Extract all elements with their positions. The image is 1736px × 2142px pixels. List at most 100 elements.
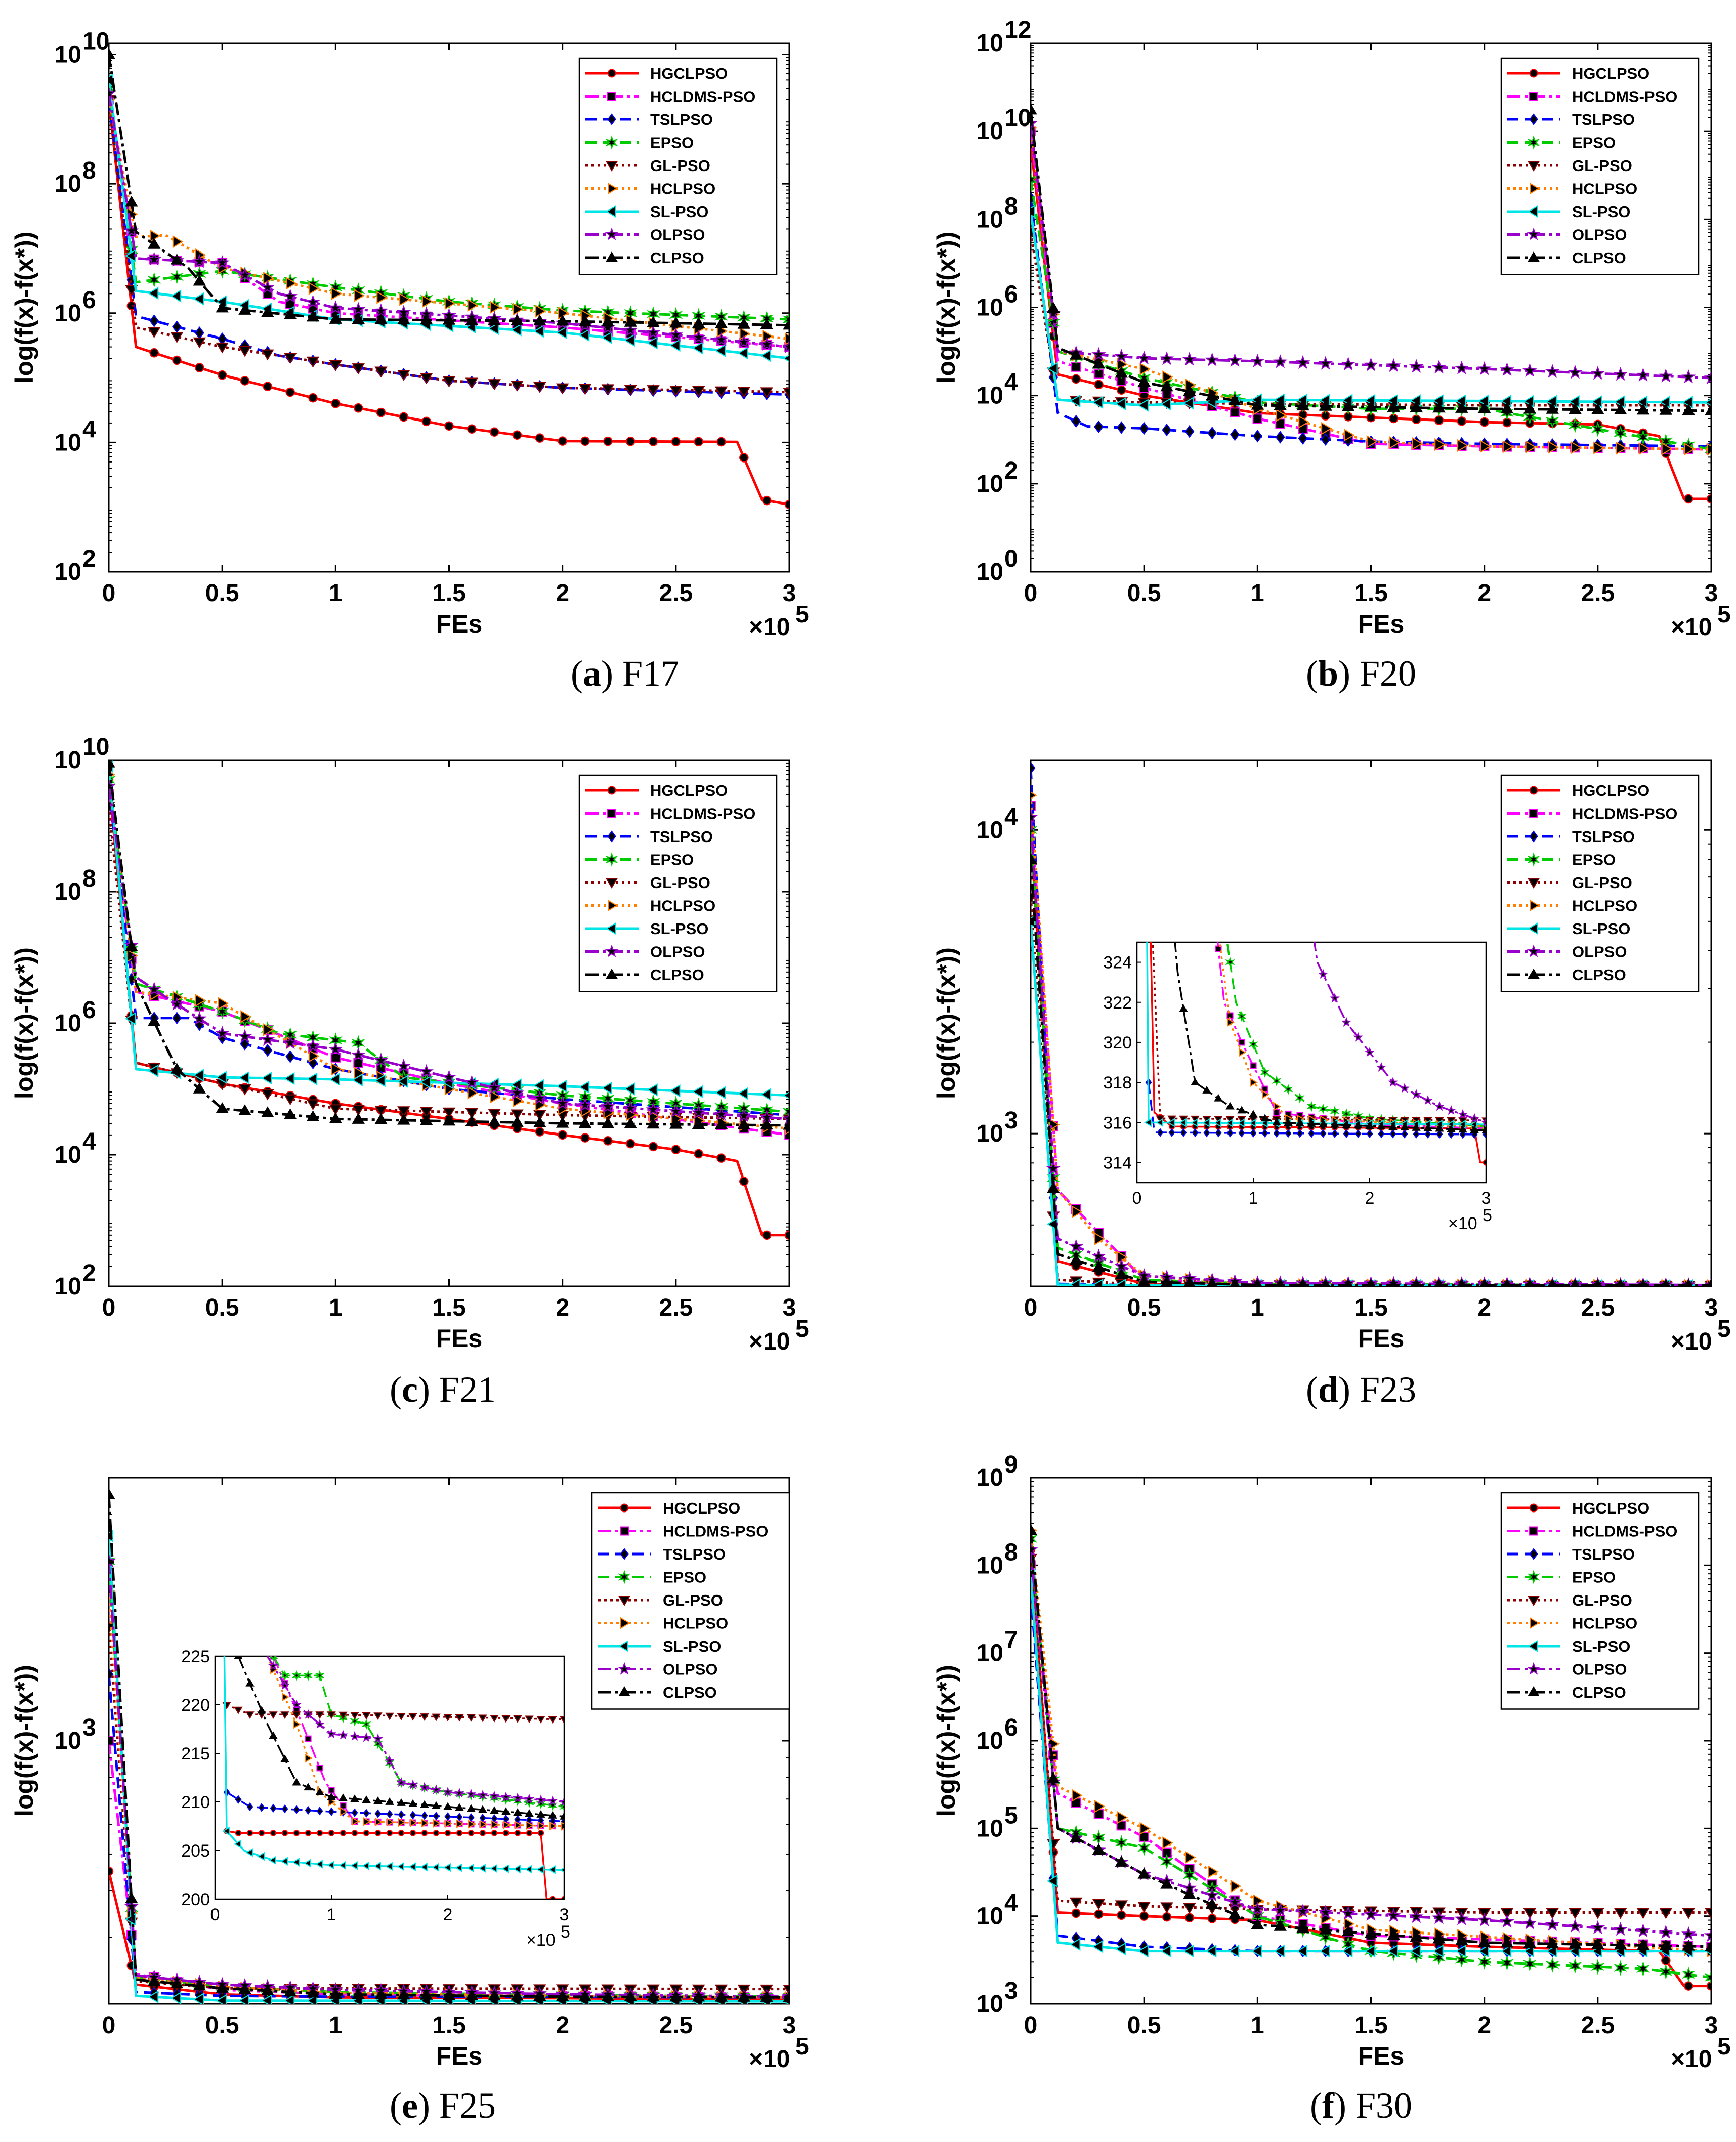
series-marker-sl-pso bbox=[147, 1990, 159, 2003]
series-marker-hgclpso bbox=[467, 424, 477, 434]
y-tick-exponent: 6 bbox=[82, 287, 96, 314]
series-marker-gl-pso bbox=[350, 1712, 359, 1720]
series-marker-gl-pso bbox=[238, 1084, 251, 1096]
series-marker-olpso bbox=[1613, 366, 1628, 381]
legend-marker-hgclpso bbox=[607, 786, 616, 795]
series-marker-tslpso bbox=[421, 1811, 428, 1820]
series-marker-clpso bbox=[352, 313, 365, 324]
series-marker-hcldms-pso bbox=[1230, 407, 1240, 417]
series-marker-gl-pso bbox=[443, 1714, 452, 1721]
legend-entry-tslpso: TSLPSO bbox=[1572, 1545, 1635, 1563]
series-marker-olpso bbox=[555, 1096, 570, 1110]
x-tick-label: 3 bbox=[1705, 580, 1718, 607]
series-marker-clpso bbox=[737, 318, 751, 329]
legend-marker-sl-pso bbox=[1528, 1640, 1538, 1652]
series-marker-clpso bbox=[1137, 1867, 1151, 1879]
panel-caption-letter: f bbox=[1322, 2085, 1335, 2126]
series-marker-olpso bbox=[431, 1784, 442, 1794]
series-marker-clpso bbox=[647, 1990, 660, 2002]
series-marker-olpso bbox=[1273, 1903, 1288, 1917]
y-tick-exponent: 6 bbox=[82, 997, 96, 1024]
x-tick-label: 0 bbox=[1024, 580, 1038, 607]
series-marker-clpso bbox=[1636, 1939, 1650, 1950]
x-axis-multiplier: ×10 bbox=[749, 2046, 790, 2073]
series-marker-hgclpso bbox=[625, 437, 636, 446]
series-marker-epso bbox=[1115, 1835, 1128, 1851]
series-marker-clpso bbox=[257, 1706, 266, 1714]
series-marker-olpso bbox=[1477, 1912, 1492, 1926]
y-tick-label: 10 bbox=[977, 1728, 1003, 1754]
series-marker-sl-pso bbox=[352, 1073, 363, 1087]
legend-entry-tslpso: TSLPSO bbox=[1572, 111, 1635, 129]
y-tick-exponent: 3 bbox=[1004, 1978, 1018, 2004]
legend-marker-clpso bbox=[606, 969, 618, 979]
legend-entry-hclpso: HCLPSO bbox=[650, 180, 715, 198]
legend-entry-epso: EPSO bbox=[1572, 851, 1616, 869]
series-marker-clpso bbox=[329, 1112, 343, 1123]
series-marker-hgclpso bbox=[512, 430, 522, 440]
x-tick-label: 2 bbox=[1477, 580, 1491, 607]
series-marker-olpso bbox=[464, 1075, 479, 1089]
legend-marker-tslpso bbox=[607, 830, 616, 843]
legend-entry-sl-pso: SL-PSO bbox=[1572, 1637, 1630, 1655]
inset-y-tick-label: 318 bbox=[1103, 1073, 1132, 1093]
series-marker-gl-pso bbox=[647, 385, 660, 396]
series-marker-hclpso bbox=[762, 329, 774, 343]
series-marker-gl-pso bbox=[692, 386, 705, 397]
series-marker-clpso bbox=[1307, 1119, 1316, 1127]
series-marker-clpso bbox=[245, 1678, 255, 1687]
series-marker-gl-pso bbox=[147, 327, 161, 339]
legend-entry-sl-pso: SL-PSO bbox=[663, 1637, 721, 1655]
series-marker-epso bbox=[268, 1656, 278, 1662]
series-marker-clpso bbox=[1160, 1877, 1173, 1889]
series-marker-clpso bbox=[556, 1116, 569, 1128]
series-marker-hcldms-pso bbox=[1139, 1832, 1149, 1842]
x-tick-label: 3 bbox=[1705, 2012, 1718, 2039]
series-marker-hgclpso bbox=[456, 1830, 463, 1836]
series-marker-sl-pso bbox=[1251, 1944, 1262, 1958]
series-marker-clpso bbox=[238, 1983, 251, 1994]
series-marker-olpso bbox=[1568, 365, 1583, 379]
series-marker-clpso bbox=[1447, 1124, 1456, 1132]
series-marker-sl-pso bbox=[1115, 397, 1126, 410]
series-marker-clpso bbox=[329, 1988, 343, 1999]
series-marker-sl-pso bbox=[397, 1862, 404, 1871]
legend-marker-gl-pso bbox=[606, 161, 618, 172]
x-axis-label: FEs bbox=[436, 1324, 483, 1353]
series-marker-hcldms-pso bbox=[340, 1802, 347, 1810]
series-marker-clpso bbox=[1661, 1279, 1670, 1286]
x-axis-multiplier: ×10 bbox=[1671, 2046, 1712, 2073]
series-marker-clpso bbox=[1228, 394, 1242, 405]
series-marker-clpso bbox=[511, 1989, 524, 2001]
series-marker-clpso bbox=[147, 238, 161, 249]
x-axis-label: FEs bbox=[1358, 610, 1405, 638]
series-marker-epso bbox=[361, 1718, 371, 1730]
series-marker-tslpso bbox=[386, 1810, 393, 1819]
series-marker-clpso bbox=[362, 1795, 371, 1803]
x-tick-label: 0 bbox=[1024, 2012, 1038, 2039]
series-marker-sl-pso bbox=[1214, 1118, 1221, 1127]
series-marker-clpso bbox=[432, 1801, 441, 1809]
y-tick-exponent: 3 bbox=[1004, 1107, 1018, 1134]
series-marker-sl-pso bbox=[669, 339, 681, 352]
series-marker-hclpso bbox=[172, 235, 184, 248]
series-marker-clpso bbox=[760, 1991, 773, 2002]
series-marker-gl-pso bbox=[352, 1105, 365, 1116]
series-marker-clpso bbox=[1636, 403, 1650, 415]
series-marker-clpso bbox=[1659, 1939, 1673, 1950]
inset-x-exponent: 5 bbox=[561, 1922, 570, 1942]
series-marker-clpso bbox=[234, 1656, 243, 1659]
series-marker-clpso bbox=[1659, 404, 1673, 415]
series-marker-clpso bbox=[511, 314, 524, 325]
x-tick-label: 0.5 bbox=[1127, 580, 1161, 607]
series-marker-gl-pso bbox=[525, 1715, 534, 1724]
series-marker-epso bbox=[170, 269, 184, 285]
series-marker-olpso bbox=[714, 332, 729, 346]
y-tick-exponent: 10 bbox=[82, 28, 109, 55]
series-marker-clpso bbox=[669, 1990, 683, 2002]
legend-marker-epso bbox=[605, 852, 618, 867]
series-marker-hgclpso bbox=[328, 1830, 335, 1836]
series-marker-tslpso bbox=[1471, 1130, 1478, 1139]
series-marker-hclpso bbox=[490, 301, 501, 314]
